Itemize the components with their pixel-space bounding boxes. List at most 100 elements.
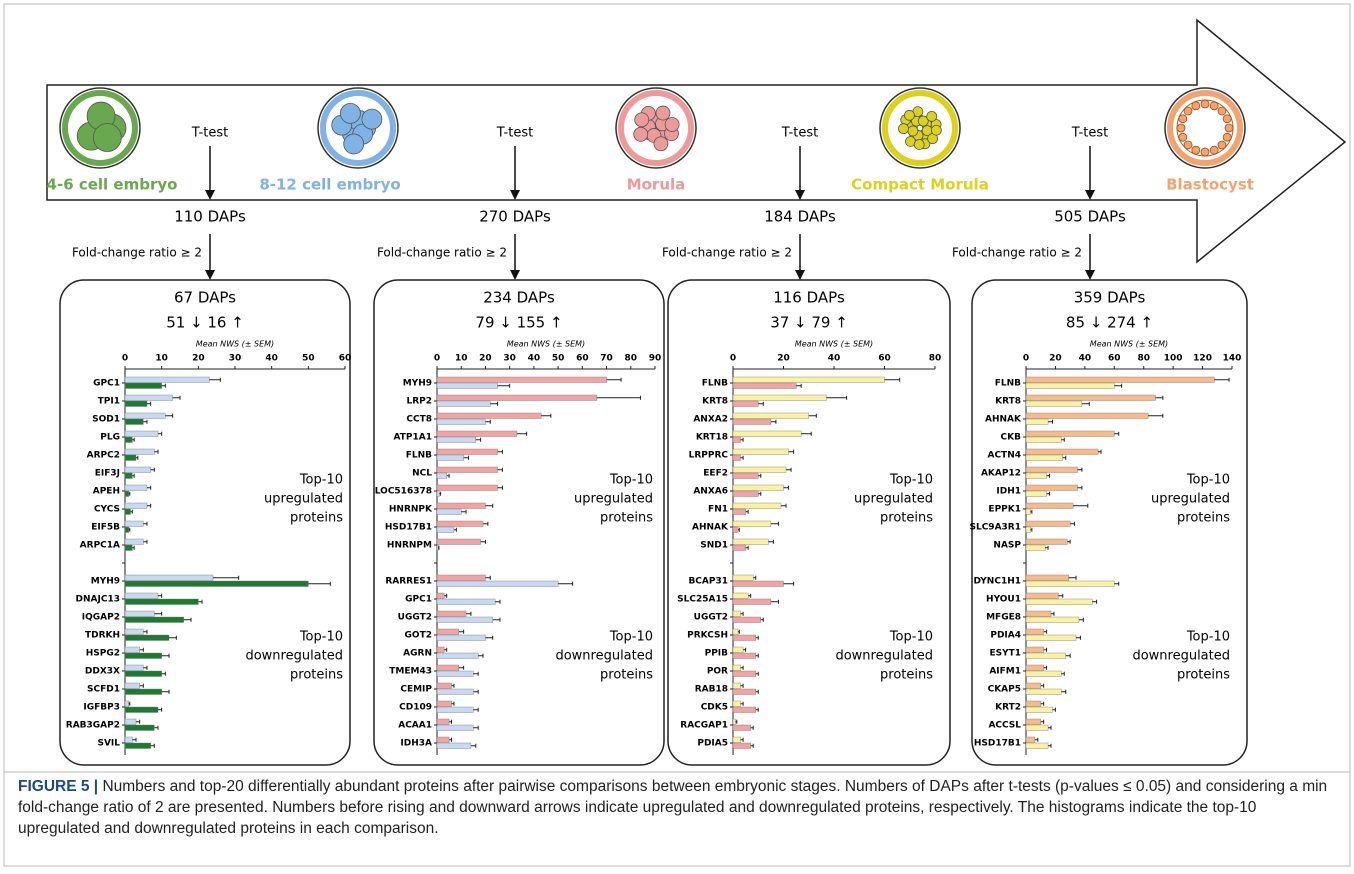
x-tick-label: 40 (1079, 354, 1092, 364)
x-tick-label: 20 (192, 354, 205, 364)
bar (1026, 545, 1045, 551)
y-tick-label: CCT8 (406, 415, 432, 425)
bar (125, 485, 147, 491)
x-tick-label: 80 (1137, 354, 1150, 364)
y-tick-label: MYH9 (403, 379, 432, 389)
bar (125, 593, 158, 599)
bar (125, 671, 162, 677)
x-tick-label: 0 (1023, 354, 1029, 364)
stage-icon (656, 106, 670, 120)
bar (437, 431, 517, 437)
bar (1026, 575, 1069, 581)
stage-icon (1225, 124, 1233, 132)
bar (437, 419, 485, 425)
bar (1026, 719, 1041, 725)
y-tick-label: AGRN (403, 649, 432, 659)
stage-icon (616, 88, 696, 168)
bar (1026, 491, 1047, 497)
bar (125, 491, 129, 497)
y-tick-label: EEF2 (703, 469, 728, 479)
x-tick-label: 60 (878, 354, 891, 364)
filter-label: Fold-change ratio ≥ 2 (662, 246, 792, 260)
y-tick-label: IQGAP2 (82, 613, 120, 623)
bar (437, 467, 498, 473)
x-tick-label: 60 (1108, 354, 1121, 364)
selected-daps: 359 DAPs (1074, 289, 1146, 307)
stage-label: Compact Morula (851, 176, 989, 194)
arrow-head (795, 270, 805, 280)
bar (125, 719, 136, 725)
bar (125, 503, 147, 509)
x-tick-label: 50 (552, 354, 565, 364)
bar (733, 413, 809, 419)
bar (437, 635, 485, 641)
bar (437, 575, 485, 581)
y-tick-label: GOT2 (405, 631, 432, 641)
bar (437, 377, 607, 383)
direction-counts: 79 ↓ 155 ↑ (475, 314, 562, 332)
bar (437, 647, 444, 653)
stage-icon (1218, 141, 1226, 149)
bar (1026, 689, 1061, 695)
y-tick-label: ACAA1 (398, 721, 432, 731)
y-tick-label: CYCS (94, 505, 120, 515)
y-tick-label: TMEM43 (389, 667, 432, 677)
y-tick-label: KRT18 (696, 433, 728, 443)
bar (125, 527, 129, 533)
y-tick-label: HSD17B1 (974, 739, 1021, 749)
bar (1026, 581, 1114, 587)
stage-icon (1179, 133, 1187, 141)
bar (437, 611, 466, 617)
bar (733, 743, 751, 749)
bar (1026, 629, 1044, 635)
bar (437, 707, 473, 713)
timeline-arrow (47, 20, 1345, 262)
bar (437, 629, 459, 635)
annotation: proteins (1177, 668, 1230, 683)
bar (733, 503, 781, 509)
bar (733, 707, 756, 713)
bar (125, 401, 147, 407)
annotation: downregulated (245, 649, 343, 664)
bar (733, 575, 753, 581)
bar (437, 413, 541, 419)
y-tick-label: KRT2 (995, 703, 1021, 713)
bar (125, 437, 132, 443)
filter-label: Fold-change ratio ≥ 2 (377, 246, 507, 260)
stage-icon (1192, 146, 1200, 154)
bar (437, 617, 493, 623)
y-tick-label: TDRKH (85, 631, 120, 641)
bar (1026, 473, 1047, 479)
bar (437, 521, 483, 527)
bar (125, 701, 129, 707)
bar (125, 665, 143, 671)
bar (1026, 539, 1067, 545)
stage-icon (880, 88, 960, 168)
annotation: proteins (290, 668, 343, 683)
y-tick-label: CDK5 (701, 703, 728, 713)
stage-icon (931, 125, 941, 135)
bar (733, 647, 743, 653)
daps-count: 505 DAPs (1054, 208, 1126, 226)
t-test-label: T-test (191, 126, 228, 141)
bar (437, 665, 459, 671)
stage-icon (1201, 148, 1209, 156)
x-tick-label: 60 (576, 354, 589, 364)
bar (125, 581, 308, 587)
bar (733, 437, 741, 443)
y-tick-label: EPPK1 (988, 505, 1021, 515)
bar (437, 491, 439, 497)
bar (125, 635, 169, 641)
selected-daps: 116 DAPs (773, 289, 845, 307)
annotation: upregulated (1151, 492, 1230, 507)
y-tick-label: UGGT2 (694, 613, 728, 623)
annotation: downregulated (555, 649, 653, 664)
annotation: proteins (290, 511, 343, 526)
bar (125, 545, 132, 551)
stage-icon (340, 103, 360, 123)
bar (437, 455, 464, 461)
x-axis-title: Mean NWS (± SEM) (196, 340, 274, 349)
direction-counts: 37 ↓ 79 ↑ (770, 314, 848, 332)
y-tick-label: HSPG2 (86, 649, 120, 659)
y-tick-label: LRP2 (406, 397, 432, 407)
